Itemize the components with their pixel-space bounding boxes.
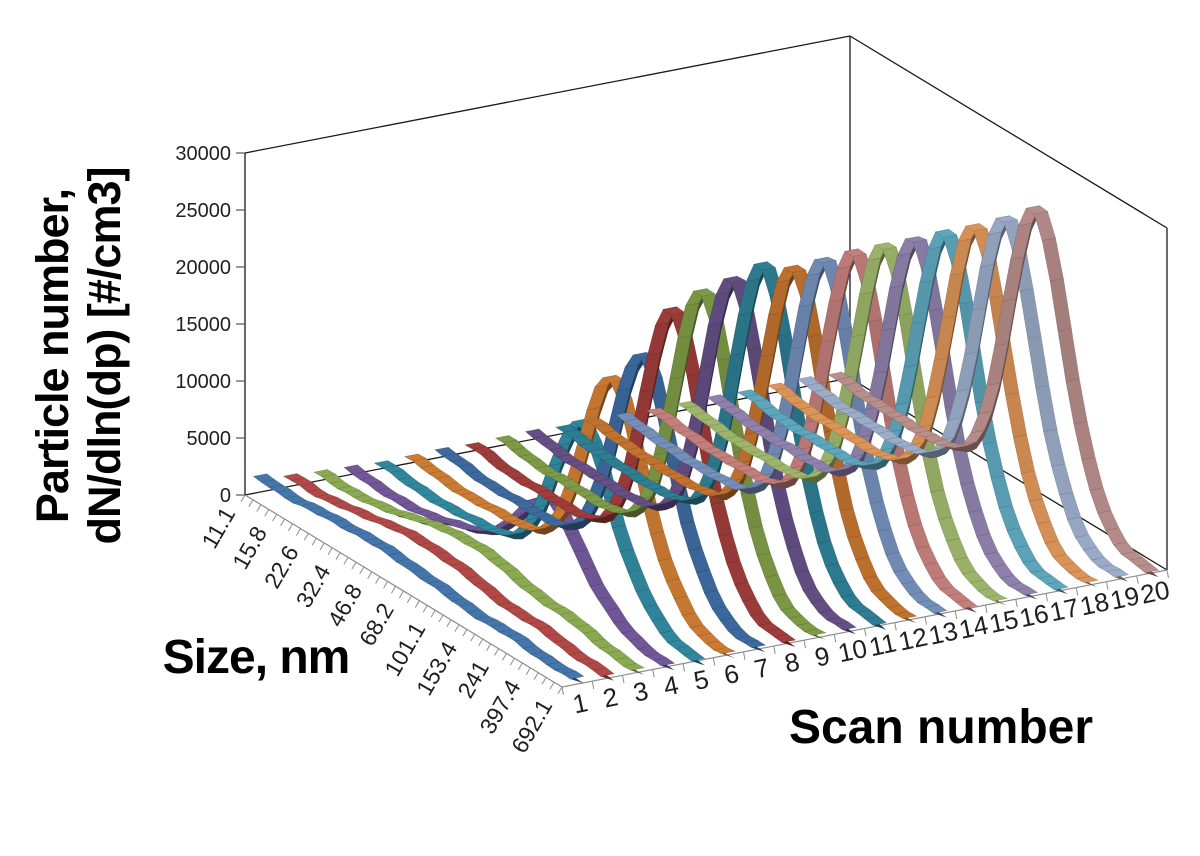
scan-tick-label: 19	[1107, 580, 1142, 615]
size-tick-label: 11.1	[196, 503, 240, 553]
scan-tick-label: 9	[812, 640, 832, 672]
scan-tick-label: 18	[1077, 586, 1112, 621]
value-tick-label: 25000	[175, 200, 231, 222]
scan-tick-label: 6	[721, 658, 741, 690]
size-tick-label: 46.8	[322, 579, 367, 631]
scan-tick-label: 10	[835, 633, 870, 668]
size-axis-title: Size, nm	[162, 631, 351, 684]
y-axis-title: Particle number, dN/dln(dp) [#/cm3]	[27, 0, 133, 856]
scan-tick-label: 1	[570, 687, 590, 719]
scan-tick-label: 13	[926, 615, 961, 650]
value-tick-label: 5000	[187, 428, 232, 450]
value-tick-label: 15000	[175, 314, 231, 336]
scan-tick-label: 3	[631, 675, 651, 707]
ribbon-scan-1	[252, 473, 585, 684]
y-axis-title-line1: Particle number,	[27, 188, 78, 524]
ribbon-scan-20	[827, 205, 1160, 578]
y-axis-title-line2: dN/dln(dp) [#/cm3]	[79, 167, 130, 545]
ribbon-chart-canvas: 05000100001500020000250003000011.115.822…	[175, 35, 1173, 757]
scan-tick-label: 20	[1138, 574, 1173, 609]
value-tick-label: 10000	[175, 371, 231, 393]
scan-axis-title: Scan number	[788, 701, 1094, 754]
scan-tick-label: 11	[866, 627, 899, 662]
particle-number-3d-chart: 0 5000 10000 15000 20000 25000 30000 11.1 15.8 22…	[27, 35, 1173, 758]
scan-tick-label: 14	[956, 610, 991, 645]
ribbon-scan-19	[797, 215, 1130, 582]
scan-tick-label: 2	[600, 681, 620, 713]
value-axis-ticks: 0 5000 10000 15000 20000 25000 30000	[175, 143, 245, 507]
ribbon-scan-3	[313, 469, 646, 675]
ribbon-scan-2	[282, 473, 615, 681]
ribbon-scan-11	[555, 261, 887, 630]
scan-tick-label: 5	[691, 664, 711, 696]
scan-tick-label: 8	[782, 646, 802, 678]
scan-tick-label: 12	[896, 621, 931, 656]
scan-tick-label: 7	[752, 652, 772, 684]
scan-tick-label: 15	[986, 604, 1021, 639]
value-tick-label: 30000	[175, 143, 231, 165]
value-tick-label: 0	[220, 485, 231, 507]
scan-tick-label: 4	[661, 670, 681, 702]
size-tick-label: 32.4	[291, 560, 336, 612]
size-tick-label: 22.6	[259, 541, 304, 593]
scan-tick-label: 17	[1047, 592, 1082, 627]
size-tick-label: 15.8	[227, 522, 272, 574]
value-tick-label: 20000	[175, 257, 231, 279]
scan-tick-label: 16	[1017, 598, 1052, 633]
